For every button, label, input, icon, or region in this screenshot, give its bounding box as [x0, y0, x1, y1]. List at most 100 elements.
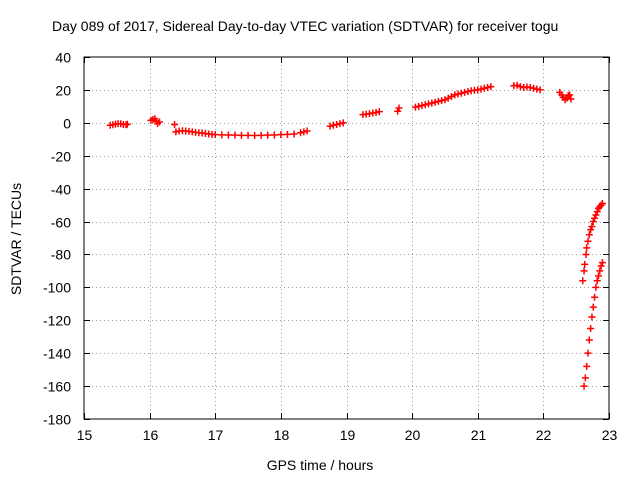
- data-point-marker: [526, 83, 534, 91]
- chart-title: Day 089 of 2017, Sidereal Day-to-day VTE…: [52, 18, 559, 34]
- data-point-marker: [530, 84, 538, 92]
- data-point-marker: [584, 237, 592, 245]
- data-point-marker: [595, 272, 602, 280]
- data-point-marker: [587, 226, 595, 234]
- y-tick-label: 20: [55, 83, 71, 99]
- data-point-marker: [251, 131, 259, 139]
- data-point-marker: [441, 96, 449, 104]
- data-point-marker: [434, 97, 442, 105]
- x-tick-label: 19: [340, 427, 356, 443]
- data-point-marker: [224, 131, 232, 139]
- data-point-marker: [277, 131, 285, 139]
- data-point-marker: [598, 259, 606, 267]
- data-point-marker: [589, 303, 597, 311]
- data-point-marker: [421, 101, 429, 109]
- data-point-marker: [587, 325, 595, 332]
- data-point-marker: [218, 131, 226, 139]
- data-point-marker: [480, 84, 488, 92]
- plot-frame: [83, 56, 610, 420]
- data-point-marker: [591, 214, 599, 222]
- data-point-marker: [513, 81, 521, 89]
- data-point-marker: [333, 120, 341, 128]
- data-point-marker: [464, 88, 472, 96]
- data-point-marker: [231, 131, 239, 139]
- data-point-marker: [438, 97, 446, 105]
- data-point-marker: [588, 222, 596, 230]
- data-point-marker: [474, 86, 482, 94]
- data-point-marker: [580, 382, 588, 390]
- data-point-marker: [593, 208, 601, 216]
- data-point-marker: [592, 283, 600, 291]
- x-tick-label: 16: [143, 427, 159, 443]
- axis-ticks: [84, 57, 610, 420]
- data-point-marker: [451, 91, 459, 99]
- data-point-marker: [428, 99, 436, 107]
- x-tick-label: 23: [602, 427, 618, 443]
- y-tick-label: 40: [55, 50, 71, 66]
- data-point-marker: [583, 244, 591, 252]
- data-point-marker: [566, 91, 574, 99]
- data-point-marker: [585, 336, 593, 344]
- data-point-marker: [290, 130, 298, 138]
- y-tick-label: -20: [51, 149, 71, 165]
- data-point-marker: [415, 102, 423, 110]
- data-point-marker: [372, 108, 380, 116]
- data-point-marker: [593, 277, 601, 285]
- data-point-marker: [580, 267, 588, 275]
- tick-labels: 15 16 17 18 19 20 21 22 23 -180 -160 -140 -120 -100 -8…: [43, 50, 618, 444]
- data-point-marker: [487, 83, 495, 91]
- x-tick-label: 21: [471, 427, 487, 443]
- data-point-marker: [444, 94, 452, 102]
- y-tick-label: -40: [51, 182, 71, 198]
- y-tick-label: -80: [51, 247, 71, 263]
- data-point-marker: [579, 277, 587, 285]
- data-point-marker: [454, 90, 462, 98]
- data-point-marker: [418, 102, 426, 110]
- data-point-marker: [297, 129, 305, 137]
- data-point-marker: [123, 120, 131, 128]
- data-point-marker: [425, 100, 433, 108]
- data-point-marker: [336, 120, 344, 128]
- data-point-marker: [477, 85, 485, 93]
- data-point-marker: [238, 131, 245, 139]
- x-tick-label: 20: [405, 427, 421, 443]
- data-point-marker: [457, 89, 465, 97]
- data-point-marker: [329, 121, 337, 129]
- data-point-marker: [171, 120, 179, 128]
- y-axis-label: SDTVAR / TECUs: [8, 182, 24, 296]
- data-point-marker: [270, 131, 278, 139]
- data-point-marker: [155, 118, 163, 126]
- data-point-marker: [581, 260, 589, 268]
- data-point-marker: [536, 86, 544, 94]
- y-tick-label: -160: [43, 379, 71, 395]
- data-point-marker: [431, 98, 439, 106]
- data-markers: [106, 81, 606, 390]
- data-point-marker: [596, 267, 604, 275]
- data-point-marker: [211, 131, 219, 139]
- data-point-marker: [375, 108, 383, 116]
- data-point-marker: [588, 313, 596, 321]
- data-point-marker: [303, 127, 311, 135]
- data-point-marker: [581, 374, 589, 382]
- data-point-marker: [395, 104, 403, 112]
- data-point-marker: [172, 128, 180, 136]
- data-point-marker: [591, 293, 599, 301]
- data-point-marker: [589, 218, 597, 226]
- data-point-marker: [257, 131, 265, 139]
- data-point-marker: [585, 231, 593, 239]
- data-point-marker: [283, 130, 291, 138]
- y-tick-label: -60: [51, 215, 71, 231]
- data-point-marker: [264, 131, 272, 139]
- y-tick-label: -140: [43, 346, 71, 362]
- y-tick-label: -180: [43, 412, 71, 428]
- data-point-marker: [584, 349, 592, 357]
- data-point-marker: [461, 88, 469, 96]
- data-point-marker: [598, 199, 606, 207]
- y-tick-label: -120: [43, 313, 71, 329]
- data-point-marker: [583, 362, 591, 370]
- data-point-marker: [411, 103, 419, 111]
- y-tick-label: -100: [43, 280, 71, 296]
- y-tick-label: 0: [63, 116, 71, 132]
- x-tick-label: 17: [208, 427, 224, 443]
